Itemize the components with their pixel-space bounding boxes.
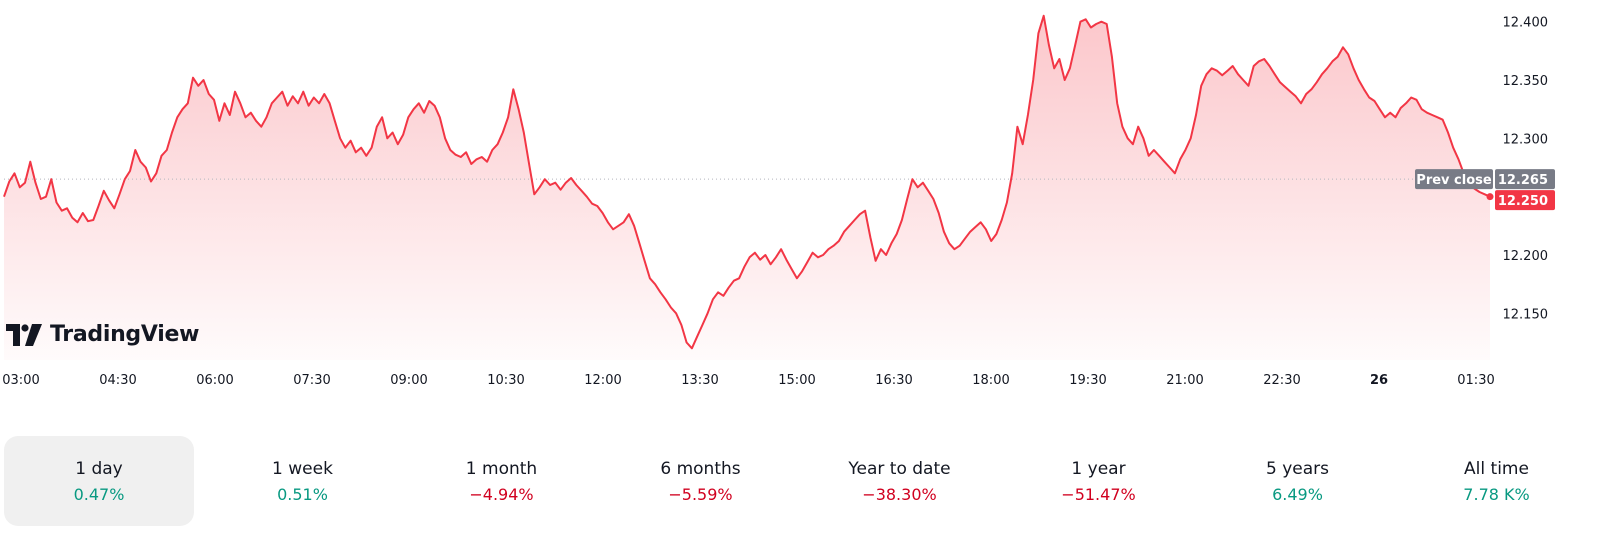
x-axis: 03:00 04:30 06:00 07:30 09:00 10:30 12:00 13:30… [2, 373, 1494, 388]
range-change-value: −51.47% [1061, 484, 1136, 504]
price-series-line [3, 14, 1491, 350]
range-1-week[interactable]: 1 week 0.51% [203, 436, 402, 526]
range-1-day[interactable]: 1 day 0.47% [4, 436, 194, 526]
x-tick-label: 06:00 [196, 373, 233, 388]
range-label: 6 months [660, 458, 741, 479]
range-label: All time [1464, 458, 1529, 479]
prev-close-label-bg [1415, 169, 1493, 190]
x-tick-label: 26 [1370, 373, 1388, 388]
y-tick-label: 12.300 [1503, 132, 1549, 147]
x-tick-label: 04:30 [99, 373, 136, 388]
range-label: Year to date [848, 458, 951, 479]
last-price-bg [1495, 190, 1555, 211]
x-tick-label: 21:00 [1166, 373, 1203, 388]
range-label: 1 month [465, 458, 538, 479]
x-tick-label: 16:30 [875, 373, 912, 388]
prev-close-label: Prev close [1416, 173, 1492, 188]
range-5-years[interactable]: 5 years 6.49% [1198, 436, 1397, 526]
range-change-value: 7.78 K% [1463, 484, 1530, 504]
x-tick-label: 01:30 [1457, 373, 1494, 388]
time-range-selector: 1 day 0.47% 1 week 0.51% 1 month −4.94% 6 mont… [4, 436, 1594, 526]
y-tick-label: 12.400 [1503, 16, 1549, 31]
tradingview-logo[interactable]: TradingView [6, 322, 199, 347]
range-label: 1 year [1071, 458, 1126, 479]
brand-name: TradingView [50, 322, 200, 347]
prev-close-value-bg [1495, 169, 1555, 190]
last-price-dot [1486, 193, 1494, 201]
x-tick-label: 18:00 [972, 373, 1009, 388]
x-tick-label: 22:30 [1263, 373, 1300, 388]
x-tick-label: 07:30 [293, 373, 330, 388]
price-area-fill [4, 15, 1490, 361]
x-tick-label: 12:00 [584, 373, 621, 388]
range-label: 1 day [75, 458, 123, 479]
range-year-to-date[interactable]: Year to date −38.30% [800, 436, 999, 526]
range-1-year[interactable]: 1 year −51.47% [999, 436, 1198, 526]
price-chart-container[interactable]: 12.400 12.350 12.300 12.200 12.150 03:00 04:3… [0, 0, 1600, 400]
prev-close-value: 12.265 [1498, 173, 1548, 188]
x-tick-label: 13:30 [681, 373, 718, 388]
y-tick-label: 12.350 [1503, 74, 1549, 89]
y-tick-label: 12.200 [1503, 249, 1549, 264]
range-change-value: −5.59% [668, 484, 733, 504]
range-change-value: −38.30% [862, 484, 937, 504]
x-tick-label: 19:30 [1069, 373, 1106, 388]
price-tags: Prev close 12.265 12.250 [1415, 169, 1555, 211]
range-change-value: 0.47% [73, 484, 125, 504]
price-line [3, 14, 1494, 350]
x-tick-label: 10:30 [487, 373, 524, 388]
x-tick-label: 09:00 [390, 373, 427, 388]
tradingview-logo-icon [6, 323, 42, 346]
range-all-time[interactable]: All time 7.78 K% [1397, 436, 1596, 526]
range-1-month[interactable]: 1 month −4.94% [402, 436, 601, 526]
price-area [4, 15, 1490, 361]
y-axis: 12.400 12.350 12.300 12.200 12.150 [1503, 16, 1549, 323]
range-label: 1 week [272, 458, 333, 479]
range-6-months[interactable]: 6 months −5.59% [601, 436, 800, 526]
range-label: 5 years [1265, 458, 1329, 479]
y-tick-label: 12.150 [1503, 307, 1549, 322]
range-change-value: 0.51% [277, 484, 328, 504]
x-tick-label: 15:00 [778, 373, 815, 388]
price-chart[interactable]: 12.400 12.350 12.300 12.200 12.150 03:00 04:3… [0, 0, 1600, 400]
range-change-value: −4.94% [469, 484, 534, 504]
x-tick-label: 03:00 [2, 373, 39, 388]
last-price-value: 12.250 [1498, 194, 1548, 209]
range-change-value: 6.49% [1272, 484, 1323, 504]
